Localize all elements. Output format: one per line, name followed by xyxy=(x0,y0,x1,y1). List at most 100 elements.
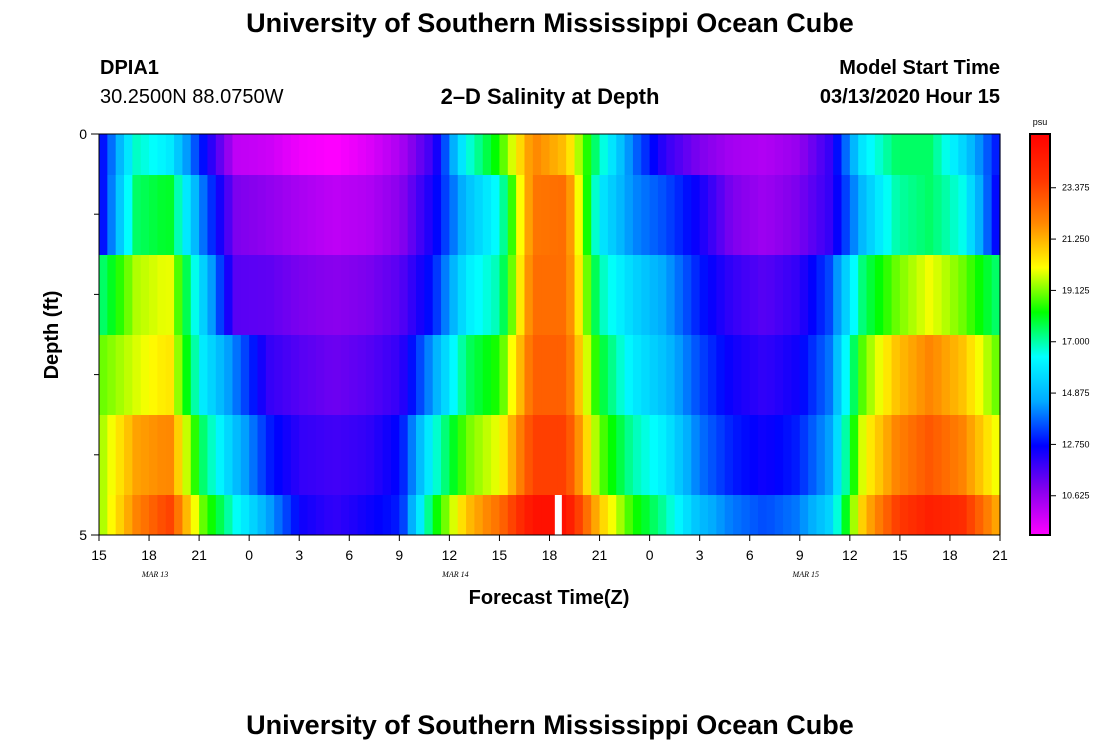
heatmap-cell xyxy=(424,175,434,255)
heatmap-cell xyxy=(240,335,250,415)
heatmap-cell xyxy=(524,415,534,495)
heatmap-cell xyxy=(199,175,209,255)
heatmap-cell xyxy=(407,255,417,335)
heatmap-cell xyxy=(883,495,893,535)
heatmap-cell xyxy=(733,495,742,535)
heatmap-cell xyxy=(165,415,175,495)
heatmap-cell xyxy=(716,335,726,415)
heatmap-cell xyxy=(399,255,409,335)
heatmap-cell xyxy=(340,134,350,175)
heatmap-cell xyxy=(532,335,542,415)
heatmap-cell xyxy=(340,495,350,535)
heatmap-cell xyxy=(766,175,776,255)
heatmap-cell xyxy=(733,415,742,495)
heatmap-cell xyxy=(340,255,350,335)
heatmap-cell xyxy=(649,255,659,335)
heatmap-cell xyxy=(799,415,809,495)
heatmap-cell xyxy=(749,335,759,415)
heatmap-cell xyxy=(99,134,108,175)
heatmap-cell xyxy=(299,175,309,255)
x-tick-label: 0 xyxy=(245,547,253,563)
heatmap-cell xyxy=(482,134,492,175)
heatmap-cell xyxy=(799,134,809,175)
heatmap-cell xyxy=(916,255,926,335)
heatmap-cell xyxy=(432,255,442,335)
heatmap-cell xyxy=(274,175,284,255)
heatmap-cell xyxy=(365,255,375,335)
heatmap-cell xyxy=(691,255,701,335)
heatmap-cell xyxy=(908,134,918,175)
heatmap-cell xyxy=(482,415,492,495)
heatmap-cell xyxy=(774,255,784,335)
heatmap-cell xyxy=(199,335,209,415)
heatmap-cell xyxy=(883,415,893,495)
heatmap-cell xyxy=(449,255,459,335)
heatmap-cell xyxy=(674,255,684,335)
heatmap-cell xyxy=(691,134,701,175)
model-start-label: Model Start Time xyxy=(839,57,1000,79)
heatmap-cell xyxy=(491,255,501,335)
heatmap-cell xyxy=(399,335,409,415)
heatmap-cell xyxy=(507,415,517,495)
heatmap-cell xyxy=(516,175,526,255)
x-tick-label: 3 xyxy=(696,547,704,563)
heatmap-cell xyxy=(699,495,709,535)
heatmap-cell xyxy=(199,255,209,335)
heatmap-cell xyxy=(966,255,976,335)
heatmap-cell xyxy=(833,175,843,255)
heatmap-cell xyxy=(758,175,767,255)
heatmap-cell xyxy=(282,495,292,535)
heatmap-cell xyxy=(841,335,851,415)
heatmap-cell xyxy=(140,415,150,495)
heatmap-cell xyxy=(190,415,200,495)
heatmap-cell xyxy=(99,495,108,535)
x-tick-label: 15 xyxy=(492,547,508,563)
heatmap-cell xyxy=(716,175,726,255)
heatmap-cell xyxy=(866,255,876,335)
heatmap-cell xyxy=(541,415,551,495)
heatmap-cell xyxy=(816,415,826,495)
heatmap-cell xyxy=(390,415,400,495)
heatmap-cell xyxy=(416,495,425,535)
heatmap-cell xyxy=(232,495,242,535)
heatmap-cell xyxy=(908,415,918,495)
heatmap-cell xyxy=(466,255,476,335)
heatmap-cell xyxy=(616,335,626,415)
heatmap-cell xyxy=(824,175,834,255)
heatmap-cell xyxy=(632,175,642,255)
heatmap-cell xyxy=(124,175,133,255)
x-tick-label: 18 xyxy=(141,547,157,563)
heatmap-cell xyxy=(174,134,184,175)
heatmap-cell xyxy=(891,134,901,175)
heatmap-cell xyxy=(374,415,384,495)
heatmap-cell xyxy=(974,255,984,335)
heatmap-cell xyxy=(674,175,684,255)
heatmap-cell xyxy=(824,134,834,175)
heatmap-cell xyxy=(766,415,776,495)
y-tick-label: 5 xyxy=(79,527,87,543)
heatmap-cell xyxy=(883,175,893,255)
heatmap-cell xyxy=(107,415,117,495)
heatmap-cell xyxy=(215,415,225,495)
heatmap-cell xyxy=(240,175,250,255)
heatmap-cell xyxy=(491,335,501,415)
heatmap-cell xyxy=(557,335,567,415)
heatmap-cell xyxy=(616,255,626,335)
heatmap-cells xyxy=(99,134,1001,535)
heatmap-cell xyxy=(265,134,275,175)
colorbar-tick-label: 10.625 xyxy=(1062,491,1090,501)
heatmap-cell xyxy=(416,255,425,335)
heatmap-cell xyxy=(324,175,334,255)
heatmap-cell xyxy=(149,415,158,495)
heatmap-cell xyxy=(983,175,993,255)
y-axis: 05 xyxy=(79,126,99,543)
heatmap-cell xyxy=(149,495,158,535)
heatmap-cell xyxy=(357,175,367,255)
heatmap-cell xyxy=(557,134,567,175)
heatmap-cell xyxy=(607,415,617,495)
heatmap-cell xyxy=(382,335,392,415)
heatmap-cell xyxy=(833,495,843,535)
heatmap-cell xyxy=(983,495,993,535)
x-tick-label: 15 xyxy=(91,547,107,563)
heatmap-cell xyxy=(874,335,884,415)
